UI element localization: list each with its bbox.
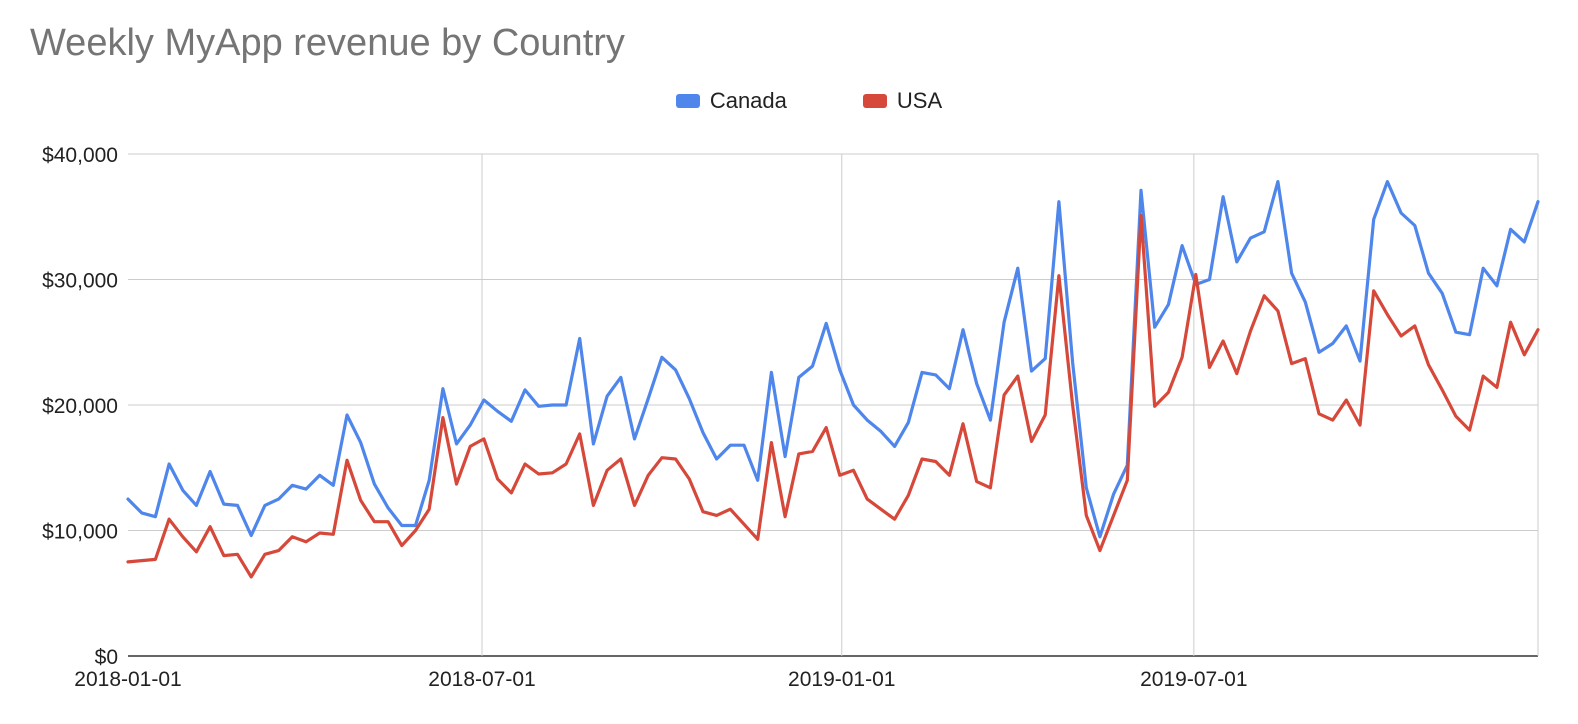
legend-swatch-canada [675, 94, 700, 108]
y-tick-label: $30,000 [42, 270, 118, 293]
x-tick-label: 2019-07-01 [1140, 668, 1247, 691]
chart-title: Weekly MyApp revenue by Country [30, 22, 625, 64]
legend-item-usa[interactable]: USA [862, 88, 943, 114]
x-tick-label: 2019-01-01 [788, 668, 895, 691]
series-line-usa [126, 213, 1540, 579]
legend: Canada USA [0, 88, 1578, 114]
legend-item-canada[interactable]: Canada [675, 88, 787, 114]
y-tick-label: $40,000 [42, 144, 118, 167]
y-axis-labels: $0 $10,000 $20,000 $30,000 $40,000 [42, 144, 118, 669]
series-line-canada [126, 180, 1540, 539]
legend-label-usa: USA [896, 88, 943, 113]
series-lines [126, 180, 1540, 579]
y-tick-label: $20,000 [42, 395, 118, 418]
y-tick-label: $10,000 [42, 521, 118, 544]
x-tick-label: 2018-01-01 [74, 668, 181, 691]
x-axis-labels: 2018-01-01 2018-07-01 2019-01-01 2019-07-01 [74, 668, 1247, 691]
gridlines [128, 153, 1539, 657]
legend-swatch-usa [862, 94, 887, 108]
x-tick-label: 2018-07-01 [428, 668, 535, 691]
legend-label-canada: Canada [709, 88, 787, 113]
y-tick-label: $0 [95, 646, 118, 669]
